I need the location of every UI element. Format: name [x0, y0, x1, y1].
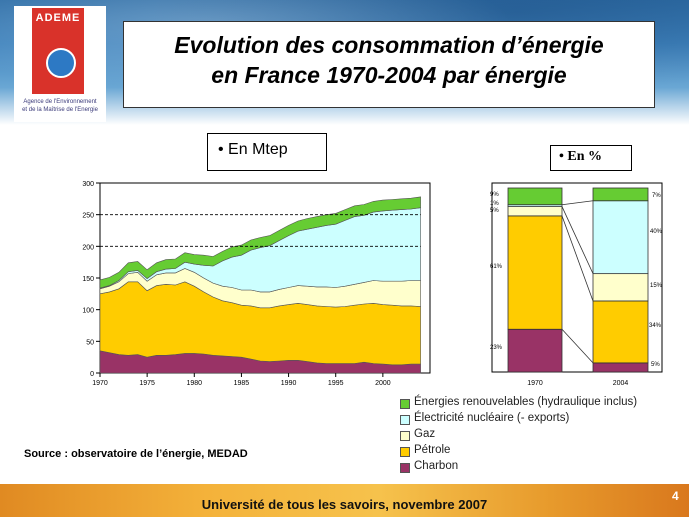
bar-segment-charbon-1970 — [507, 328, 563, 373]
bar-segment-gaz-2004 — [592, 273, 649, 302]
title-line-2: en France 1970-2004 par énergie — [211, 62, 567, 88]
x-tick-label: 1970 — [92, 380, 108, 387]
title-box: Evolution des consommation d’énergie en … — [123, 21, 655, 108]
source-note: Source : observatoire de l’énergie, MEDA… — [24, 448, 248, 460]
footer-band: Université de tous les savoirs, novembre… — [0, 484, 689, 517]
x-tick-label: 1990 — [281, 380, 297, 387]
bar-segment-petrole-2004 — [592, 300, 649, 364]
unit-label-percent-text: • En % — [559, 149, 603, 164]
legend-label: Électricité nucléaire (- exports) — [414, 412, 570, 424]
connector-line — [561, 215, 594, 302]
bar-label-2004: 40% — [650, 229, 663, 235]
x-tick-label: 1995 — [328, 380, 344, 387]
page-number: 4 — [672, 489, 679, 503]
connector-line — [561, 200, 594, 206]
bar-label-2004: 34% — [649, 323, 662, 329]
bar-label-1970: 23% — [490, 345, 503, 351]
category-label: 2004 — [613, 380, 629, 387]
logo-red-box: ADEME — [32, 8, 84, 94]
y-tick-label: 0 — [90, 371, 94, 378]
bar-segment-petrole-1970 — [507, 215, 563, 330]
legend-label: Charbon — [414, 460, 459, 472]
x-tick-label: 2000 — [375, 380, 391, 387]
bar-label-2004: 5% — [651, 362, 660, 368]
y-tick-label: 100 — [82, 308, 94, 315]
bar-label-2004: 15% — [650, 283, 663, 289]
unit-label-mtep: • En Mtep — [207, 133, 327, 171]
bar-segment-charbon-2004 — [592, 362, 649, 373]
unit-label-mtep-text: • En Mtep — [218, 141, 288, 158]
legend-label: Énergies renouvelables (hydraulique incl… — [414, 396, 638, 408]
footer-text: Université de tous les savoirs, novembre… — [201, 497, 488, 512]
bar-label-1970: 1% — [490, 201, 499, 207]
connector-line — [561, 206, 594, 274]
y-tick-label: 300 — [82, 181, 94, 188]
area-series-renouvelables — [99, 196, 421, 289]
x-tick-label: 1975 — [139, 380, 155, 387]
page-title: Evolution des consommation d’énergie en … — [124, 30, 654, 90]
category-label: 1970 — [527, 380, 543, 387]
bar-label-1970: 61% — [490, 264, 503, 270]
legend-swatch — [400, 447, 410, 457]
logo-subtitle: Agence de l'Environnement et de la Maîtr… — [22, 99, 98, 113]
bar-label-2004: 7% — [652, 193, 661, 199]
ademe-logo: ADEME Agence de l'Environnement et de la… — [14, 6, 106, 122]
x-tick-label: 1985 — [234, 380, 250, 387]
logo-wordmark: ADEME — [35, 12, 81, 24]
y-tick-label: 150 — [82, 276, 94, 283]
legend-swatch — [400, 463, 410, 473]
bar-label-1970: 5% — [490, 208, 499, 214]
legend-swatch — [400, 431, 410, 441]
bar-label-1970: 9% — [490, 192, 499, 198]
y-tick-label: 50 — [86, 339, 94, 346]
bar-segment-renouvelables-2004 — [592, 187, 649, 202]
legend-swatch — [400, 399, 410, 409]
connector-line — [561, 328, 594, 364]
globe-icon — [46, 48, 76, 78]
legend-label: Pétrole — [414, 444, 451, 456]
bar-segment-electricite-2004 — [592, 200, 649, 275]
y-tick-label: 200 — [82, 244, 94, 251]
y-tick-label: 250 — [82, 213, 94, 220]
bar-segment-renouvelables-1970 — [507, 187, 563, 206]
bar-segment-gaz-1970 — [507, 206, 563, 217]
legend-swatch — [400, 415, 410, 425]
x-tick-label: 1980 — [186, 380, 202, 387]
title-line-1: Evolution des consommation d’énergie — [174, 32, 604, 58]
unit-label-percent: • En % — [550, 145, 632, 171]
legend-label: Gaz — [414, 428, 436, 440]
